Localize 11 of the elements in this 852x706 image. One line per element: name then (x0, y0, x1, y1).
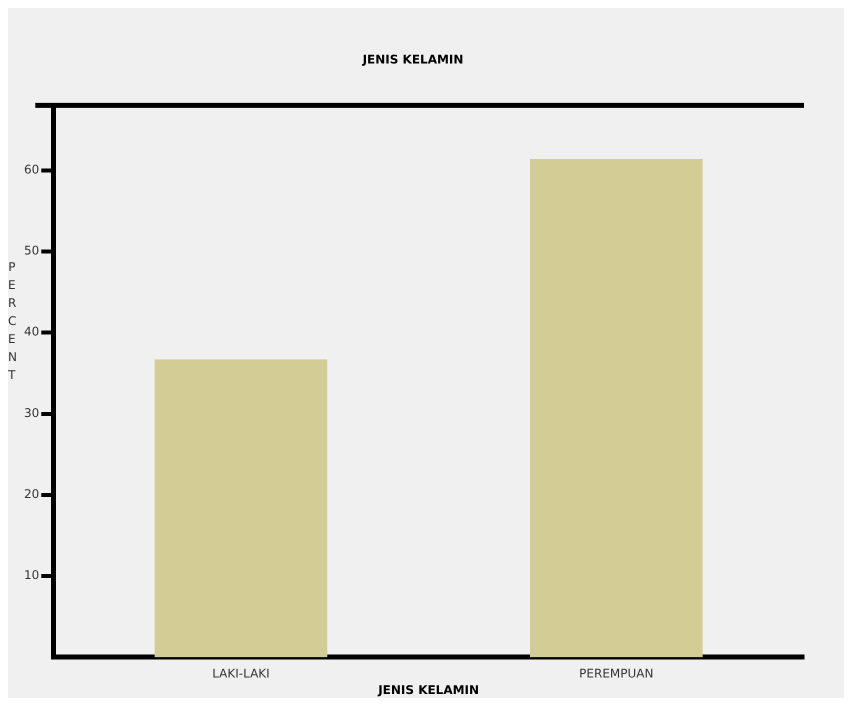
y-tick-label: 40 (24, 324, 40, 339)
chart-title: JENIS KELAMIN (362, 52, 464, 66)
x-axis-title: JENIS KELAMIN (377, 682, 480, 697)
y-axis-title: PERCENT (8, 259, 17, 384)
x-tick-label: PEREMPUAN (579, 666, 654, 681)
x-tick-label: LAKI-LAKI (212, 666, 270, 681)
y-tick-label: 50 (24, 244, 40, 258)
y-tick-label: 60 (24, 162, 40, 176)
y-tick-label: 20 (24, 487, 40, 502)
y-tick-label: 30 (24, 406, 40, 420)
y-tick-label: 10 (24, 568, 40, 582)
